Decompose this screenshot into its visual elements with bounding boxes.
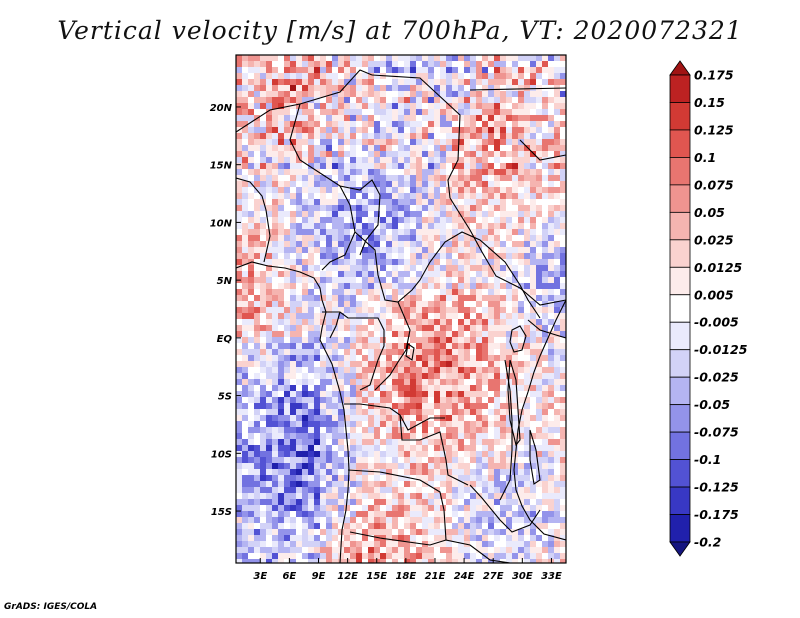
colorbar-swatch: [669, 294, 691, 323]
colorbar-level-label: 0.025: [694, 232, 734, 247]
colorbar-level-label: -0.05: [694, 397, 730, 412]
border: [321, 185, 356, 271]
colorbar-level-label: -0.075: [694, 425, 739, 440]
border: [399, 414, 445, 431]
border: [374, 301, 411, 391]
lon-tick-label: 27E: [483, 571, 504, 582]
colorbar-swatch: [669, 486, 691, 515]
coastline: [236, 261, 350, 563]
colorbar-level-label: -0.175: [694, 507, 739, 522]
border: [469, 87, 566, 91]
border: [329, 311, 341, 339]
colorbar-upper-triangle: [669, 60, 691, 76]
longitude-axis: 3E 6E 9E 12E 15E 18E 21E 24E 27E 30E 33E: [253, 558, 562, 582]
lake: [509, 325, 527, 353]
colorbar-level-label: -0.0125: [694, 342, 748, 357]
lon-tick-label: 30E: [512, 571, 533, 582]
colorbar-level-label: -0.025: [694, 370, 739, 385]
lon-tick-label: 33E: [541, 571, 562, 582]
colorbar-swatch: [669, 459, 691, 488]
colorbar-level-label: 0.1: [694, 150, 716, 165]
lon-tick-label: 15E: [366, 571, 387, 582]
colorbar-lower-triangle: [669, 541, 691, 557]
colorbar-level-label: 0.0125: [694, 260, 743, 275]
colorbar-level-label: -0.1: [694, 452, 721, 467]
lat-tick-label: 15S: [211, 507, 232, 518]
colorbar-level-label: -0.2: [694, 535, 721, 550]
colorbar-level-label: 0.15: [694, 95, 725, 110]
colorbar-swatch: [669, 321, 691, 351]
lat-tick-label: 15N: [210, 161, 233, 172]
colorbar-level-label: 0.005: [694, 287, 734, 302]
lat-tick-label: EQ: [217, 334, 233, 345]
map-frame: [235, 54, 567, 564]
border: [527, 319, 566, 339]
lon-tick-label: 21E: [425, 571, 446, 582]
lake: [507, 359, 521, 447]
border: [499, 359, 513, 501]
lat-tick-label: 5N: [217, 276, 233, 287]
border: [236, 177, 271, 263]
chart-title: Vertical velocity [m/s] at 700hPa, VT: 2…: [57, 16, 743, 45]
colorbar-swatch: [669, 266, 691, 296]
border: [449, 197, 566, 306]
lon-tick-label: 24E: [454, 571, 475, 582]
colorbar-level-label: 0.175: [694, 68, 734, 83]
grads-credit: GrADS: IGES/COLA: [4, 602, 98, 612]
colorbar-swatch: [669, 514, 691, 543]
border: [322, 311, 385, 391]
lat-tick-label: 20N: [210, 103, 233, 114]
border: [371, 74, 461, 199]
colorbar-swatch: [669, 376, 691, 406]
colorbar-swatch: [669, 157, 691, 186]
colorbar-swatch: [669, 349, 691, 378]
colorbar-swatch: [669, 239, 691, 268]
border: [469, 484, 541, 533]
lat-tick-label: 10S: [211, 449, 232, 460]
lake: [529, 429, 541, 485]
border: [236, 69, 373, 133]
colorbar-level-label: -0.125: [694, 480, 739, 495]
colorbar-swatch: [669, 211, 691, 241]
colorbar-swatch: [669, 184, 691, 213]
colorbar-level-label: 0.125: [694, 122, 734, 137]
lat-tick-label: 5S: [218, 392, 232, 403]
lat-tick-label: 10N: [210, 218, 233, 229]
border: [349, 531, 447, 546]
lon-tick-label: 18E: [395, 571, 416, 582]
lon-tick-label: 3E: [253, 571, 267, 582]
colorbar-level-label: 0.05: [694, 205, 725, 220]
border: [354, 231, 541, 319]
lake: [405, 343, 415, 361]
border: [519, 139, 566, 161]
colorbar-level-label: -0.005: [694, 315, 739, 330]
lon-tick-label: 6E: [282, 571, 296, 582]
lon-tick-label: 9E: [312, 571, 326, 582]
border: [344, 403, 469, 486]
country-borders: [236, 69, 566, 563]
border: [359, 194, 381, 256]
latitude-axis: 20N 15N 10N 5N EQ 5S 10S 15S: [210, 103, 241, 518]
coastline-east: [513, 299, 566, 541]
colorbar-swatch: [669, 129, 691, 158]
lon-tick-label: 12E: [337, 571, 358, 582]
colorbar-swatch: [669, 102, 691, 131]
border: [347, 469, 511, 563]
colorbar-level-label: 0.075: [694, 177, 734, 192]
colorbar: 0.175 0.15 0.125 0.1 0.075 0.05 0.025 0.0125 0.0…: [669, 60, 748, 557]
colorbar-swatch: [669, 431, 691, 460]
colorbar-swatch: [669, 404, 691, 433]
colorbar-swatch: [669, 74, 691, 103]
